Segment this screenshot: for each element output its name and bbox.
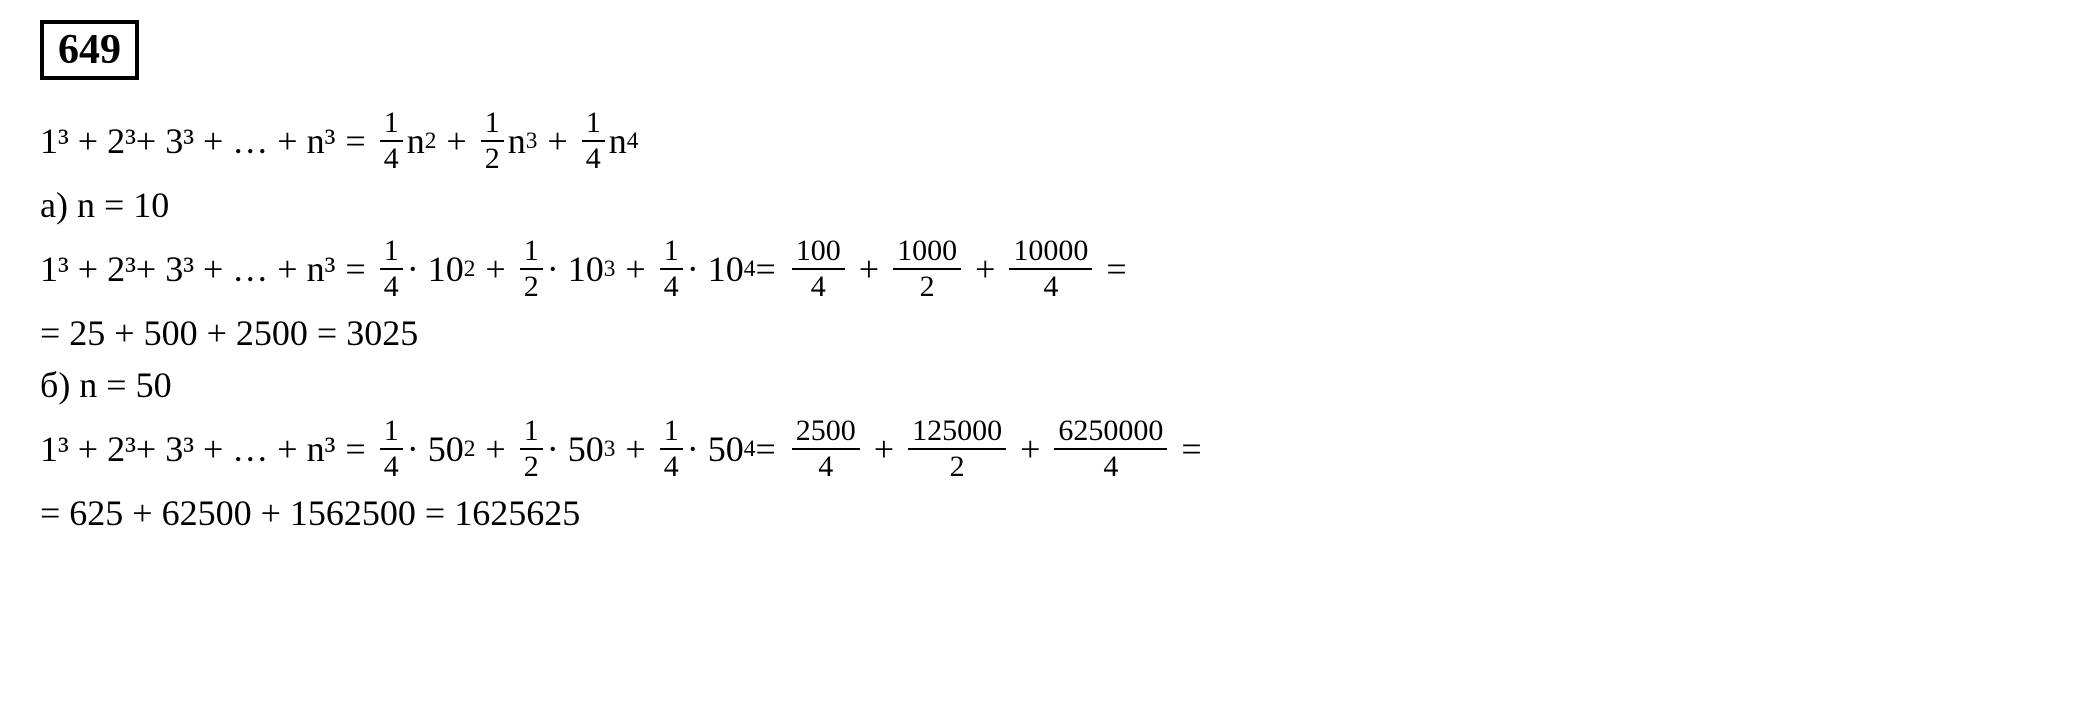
pb-f1n: 1 bbox=[380, 416, 403, 450]
pa-frac2: 1 2 bbox=[520, 236, 543, 302]
frac-2: 1 2 bbox=[481, 108, 504, 174]
part-a-line2: = 25 + 500 + 2500 = 3025 bbox=[40, 312, 2042, 354]
pb-term3: 1 4 · 50 4 bbox=[656, 416, 756, 482]
pb-ff3: 6250000 4 bbox=[1054, 416, 1167, 482]
problem-number: 649 bbox=[40, 20, 139, 80]
dot-3: · bbox=[687, 248, 708, 290]
var-1: n bbox=[407, 120, 425, 162]
formula-lhs: 1³ + 2³+ 3³ + … + n³ bbox=[40, 120, 335, 162]
pa-f2n: 1 bbox=[520, 236, 543, 270]
pb-ff3d: 4 bbox=[1099, 450, 1122, 482]
part-b-line2: = 625 + 62500 + 1562500 = 1625625 bbox=[40, 492, 2042, 534]
pa-term1: 1 4 · 102 bbox=[376, 236, 476, 302]
dot-b1: · bbox=[407, 428, 428, 470]
pa-b1: 10 bbox=[428, 248, 464, 290]
pa-f3d: 4 bbox=[660, 270, 683, 302]
pa-f1d: 4 bbox=[380, 270, 403, 302]
pb-plus3: + bbox=[874, 428, 894, 470]
pa-lhs: 1³ + 2³+ 3³ + … + n³ bbox=[40, 248, 335, 290]
pb-ff1n: 2500 bbox=[792, 416, 860, 450]
pb-ff1d: 4 bbox=[814, 450, 837, 482]
pa-ff2d: 2 bbox=[916, 270, 939, 302]
pb-lhs: 1³ + 2³+ 3³ + … + n³ bbox=[40, 428, 335, 470]
frac-1-num: 1 bbox=[380, 108, 403, 142]
pa-term3: 1 4 · 10 4 bbox=[656, 236, 756, 302]
pa-plus3: + bbox=[859, 248, 879, 290]
pa-ff3d: 4 bbox=[1039, 270, 1062, 302]
pa-ff2n: 1000 bbox=[893, 236, 961, 270]
pb-b3: 50 bbox=[708, 428, 744, 470]
var-3: n bbox=[609, 120, 627, 162]
pb-eq2: = bbox=[755, 428, 775, 470]
pa-ff1d: 4 bbox=[807, 270, 830, 302]
pb-eq3: = bbox=[1181, 428, 1201, 470]
term-1: 1 4 n2 bbox=[376, 108, 437, 174]
part-b-line1: 1³ + 2³+ 3³ + … + n³ = 1 4 · 502 + 1 2 ·… bbox=[40, 416, 2042, 482]
formula-line: 1³ + 2³+ 3³ + … + n³ = 1 4 n2 + 1 2 n3 +… bbox=[40, 108, 2042, 174]
term-3: 1 4 n4 bbox=[578, 108, 639, 174]
pb-f2n: 1 bbox=[520, 416, 543, 450]
pb-frac3: 1 4 bbox=[660, 416, 683, 482]
pb-ff2: 125000 2 bbox=[908, 416, 1006, 482]
pa-plus4: + bbox=[975, 248, 995, 290]
pa-f2d: 2 bbox=[520, 270, 543, 302]
pa-ff2: 1000 2 bbox=[893, 236, 961, 302]
pb-b1: 50 bbox=[428, 428, 464, 470]
pa-eq2: = bbox=[755, 248, 775, 290]
var-2: n bbox=[508, 120, 526, 162]
pb-ff1: 2500 4 bbox=[792, 416, 860, 482]
pa-f1n: 1 bbox=[380, 236, 403, 270]
dot-b3: · bbox=[687, 428, 708, 470]
pb-f1d: 4 bbox=[380, 450, 403, 482]
pb-b2: 50 bbox=[568, 428, 604, 470]
pa-frac3: 1 4 bbox=[660, 236, 683, 302]
frac-2-den: 2 bbox=[481, 142, 504, 174]
pb-plus4: + bbox=[1020, 428, 1040, 470]
pb-term2: 1 2 · 503 bbox=[516, 416, 616, 482]
pb-plus2: + bbox=[625, 428, 645, 470]
plus-1: + bbox=[446, 120, 466, 162]
term-2: 1 2 n3 bbox=[477, 108, 538, 174]
pa-plus2: + bbox=[625, 248, 645, 290]
part-a-line1: 1³ + 2³+ 3³ + … + n³ = 1 4 · 102 + 1 2 ·… bbox=[40, 236, 2042, 302]
dot-2: · bbox=[547, 248, 568, 290]
pb-ff2d: 2 bbox=[946, 450, 969, 482]
pa-b2: 10 bbox=[568, 248, 604, 290]
frac-3-den: 4 bbox=[582, 142, 605, 174]
pa-term2: 1 2 · 103 bbox=[516, 236, 616, 302]
pa-ff1n: 100 bbox=[792, 236, 845, 270]
pb-term1: 1 4 · 502 bbox=[376, 416, 476, 482]
pa-f3n: 1 bbox=[660, 236, 683, 270]
pb-f2d: 2 bbox=[520, 450, 543, 482]
frac-1: 1 4 bbox=[380, 108, 403, 174]
pb-frac1: 1 4 bbox=[380, 416, 403, 482]
pa-b3: 10 bbox=[708, 248, 744, 290]
pa-plus1: + bbox=[485, 248, 505, 290]
pa-ff1: 100 4 bbox=[792, 236, 845, 302]
frac-3: 1 4 bbox=[582, 108, 605, 174]
plus-2: + bbox=[547, 120, 567, 162]
frac-2-num: 1 bbox=[481, 108, 504, 142]
pb-f3n: 1 bbox=[660, 416, 683, 450]
pb-eq1: = bbox=[345, 428, 365, 470]
pa-frac1: 1 4 bbox=[380, 236, 403, 302]
pa-ff3: 10000 4 bbox=[1009, 236, 1092, 302]
pb-ff2n: 125000 bbox=[908, 416, 1006, 450]
pb-ff3n: 6250000 bbox=[1054, 416, 1167, 450]
frac-3-num: 1 bbox=[582, 108, 605, 142]
pa-ff3n: 10000 bbox=[1009, 236, 1092, 270]
part-b-label: б) n = 50 bbox=[40, 364, 2042, 406]
equals: = bbox=[345, 120, 365, 162]
pa-eq1: = bbox=[345, 248, 365, 290]
dot-b2: · bbox=[547, 428, 568, 470]
pb-frac2: 1 2 bbox=[520, 416, 543, 482]
pb-plus1: + bbox=[485, 428, 505, 470]
pa-eq3: = bbox=[1106, 248, 1126, 290]
frac-1-den: 4 bbox=[380, 142, 403, 174]
part-a-label: а) n = 10 bbox=[40, 184, 2042, 226]
pb-f3d: 4 bbox=[660, 450, 683, 482]
dot-1: · bbox=[407, 248, 428, 290]
